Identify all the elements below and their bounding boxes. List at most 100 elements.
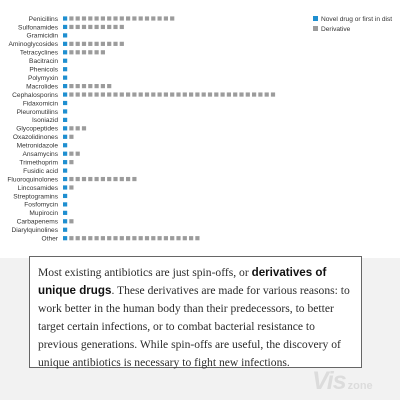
derivative-dot-sulfonamides [119, 24, 124, 30]
category-label-lincosamides: Lincosamides [18, 185, 59, 192]
derivative-dot-cephalosporins [107, 92, 112, 97]
derivative-dot-other [81, 236, 87, 241]
derivative-dot-macrolides [107, 84, 112, 89]
category-label-isoniazid: Isoniazid [32, 117, 58, 124]
derivative-dot-other [126, 236, 131, 241]
category-label-fluoroquinolones: Fluoroquinolones [7, 176, 58, 183]
derivative-dot-cephalosporins [94, 92, 99, 97]
novel-dot-isoniazid [63, 117, 68, 122]
derivative-dot-other [176, 236, 181, 241]
derivative-dot-macrolides [75, 84, 80, 89]
derivative-dot-macrolides [94, 84, 99, 89]
novel-dot-gramicidin [63, 33, 68, 38]
chart-marks [63, 16, 276, 241]
derivative-dot-cephalosporins [258, 92, 263, 97]
annotation-text-end: . These derivatives are made for various… [38, 284, 350, 369]
derivative-dot-penicillins [170, 16, 175, 21]
viszone-watermark-logo: Vis zone [312, 367, 373, 397]
derivative-dot-cephalosporins [163, 92, 168, 97]
derivative-dot-sulfonamides [69, 24, 74, 30]
derivative-dot-ansamycins [75, 151, 80, 156]
derivative-dot-penicillins [94, 16, 99, 21]
derivative-dot-cephalosporins [100, 92, 105, 97]
derivative-dot-sulfonamides [113, 24, 118, 30]
derivative-dot-cephalosporins [170, 92, 175, 97]
derivative-dot-aminoglycosides [100, 41, 105, 46]
derivative-dot-other [94, 236, 99, 241]
derivative-dot-fluoroquinolones [69, 176, 74, 182]
derivative-dot-other [144, 236, 150, 241]
derivative-dot-lincosamides [69, 185, 74, 190]
derivative-dot-other [138, 236, 143, 241]
derivative-dot-cephalosporins [182, 92, 187, 97]
category-label-polymyxin: Polymyxin [28, 75, 58, 82]
novel-dot-fosfomycin [63, 202, 68, 207]
derivative-dot-cephalosporins [201, 92, 206, 97]
derivative-dot-cephalosporins [81, 92, 87, 97]
derivative-dot-cephalosporins [195, 92, 200, 97]
derivative-dot-aminoglycosides [107, 41, 112, 46]
derivative-dot-sulfonamides [94, 24, 99, 30]
category-label-pleuromutilins: Pleuromutilins [17, 109, 59, 116]
derivative-dot-cephalosporins [239, 92, 244, 97]
derivative-dot-sulfonamides [81, 24, 87, 30]
novel-dot-diarylquinolines [63, 227, 68, 232]
derivative-dot-aminoglycosides [88, 41, 93, 46]
derivative-dot-penicillins [144, 16, 150, 21]
derivative-dot-cephalosporins [252, 92, 257, 97]
derivative-dot-cephalosporins [189, 92, 194, 97]
category-label-phenicols: Phenicols [29, 67, 58, 74]
derivative-dot-cephalosporins [138, 92, 143, 97]
derivative-dot-other [182, 236, 187, 241]
derivative-dot-cephalosporins [270, 92, 276, 97]
derivative-dot-cephalosporins [245, 92, 250, 97]
legend-label-novel: Novel drug or first in dist [321, 16, 392, 23]
derivative-dot-cephalosporins [144, 92, 150, 97]
category-label-fidaxomicin: Fidaxomicin [23, 100, 59, 107]
derivative-dot-ansamycins [69, 151, 74, 156]
category-label-fusidic-acid: Fusidic acid [23, 168, 58, 175]
derivative-dot-cephalosporins [69, 92, 74, 97]
category-label-trimethoprim: Trimethoprim [19, 159, 58, 166]
derivative-dot-fluoroquinolones [100, 176, 105, 182]
derivative-dot-penicillins [119, 16, 124, 21]
derivative-dot-macrolides [88, 84, 93, 89]
derivative-dot-tetracyclines [88, 50, 93, 55]
novel-dot-carbapenems [63, 219, 68, 224]
novel-dot-aminoglycosides [63, 41, 68, 46]
derivative-dot-other [170, 236, 175, 241]
derivative-dot-fluoroquinolones [119, 176, 124, 182]
novel-dot-oxazolidinones [63, 134, 68, 139]
derivative-dot-aminoglycosides [69, 41, 74, 46]
derivative-dot-aminoglycosides [113, 41, 118, 46]
novel-dot-bacitracin [63, 58, 68, 63]
derivative-dot-other [157, 236, 162, 241]
derivative-dot-penicillins [151, 16, 156, 21]
legend-swatch-derivative [313, 26, 318, 31]
category-label-tetracyclines: Tetracyclines [20, 50, 59, 57]
category-label-gramicidin: Gramicidin [26, 33, 58, 40]
derivative-dot-penicillins [163, 16, 168, 21]
derivative-dot-glycopeptides [81, 126, 87, 131]
derivative-dot-penicillins [69, 16, 74, 21]
derivative-dot-fluoroquinolones [88, 176, 93, 182]
derivative-dot-sulfonamides [100, 24, 105, 30]
derivative-dot-macrolides [69, 84, 74, 89]
derivative-dot-cephalosporins [220, 92, 225, 97]
derivative-dot-glycopeptides [69, 126, 74, 131]
derivative-dot-sulfonamides [75, 24, 80, 30]
derivative-dot-sulfonamides [107, 24, 112, 30]
annotation-box: Most existing antibiotics are just spin-… [29, 256, 362, 369]
derivative-dot-oxazolidinones [69, 134, 74, 139]
derivative-dot-cephalosporins [75, 92, 80, 97]
derivative-dot-cephalosporins [88, 92, 93, 97]
derivative-dot-other [189, 236, 194, 241]
novel-dot-glycopeptides [63, 126, 68, 131]
derivative-dot-tetracyclines [69, 50, 74, 55]
novel-dot-macrolides [63, 84, 68, 89]
derivative-dot-penicillins [132, 16, 137, 21]
derivative-dot-penicillins [81, 16, 87, 21]
derivative-dot-other [163, 236, 168, 241]
novel-dot-mupirocin [63, 210, 68, 215]
